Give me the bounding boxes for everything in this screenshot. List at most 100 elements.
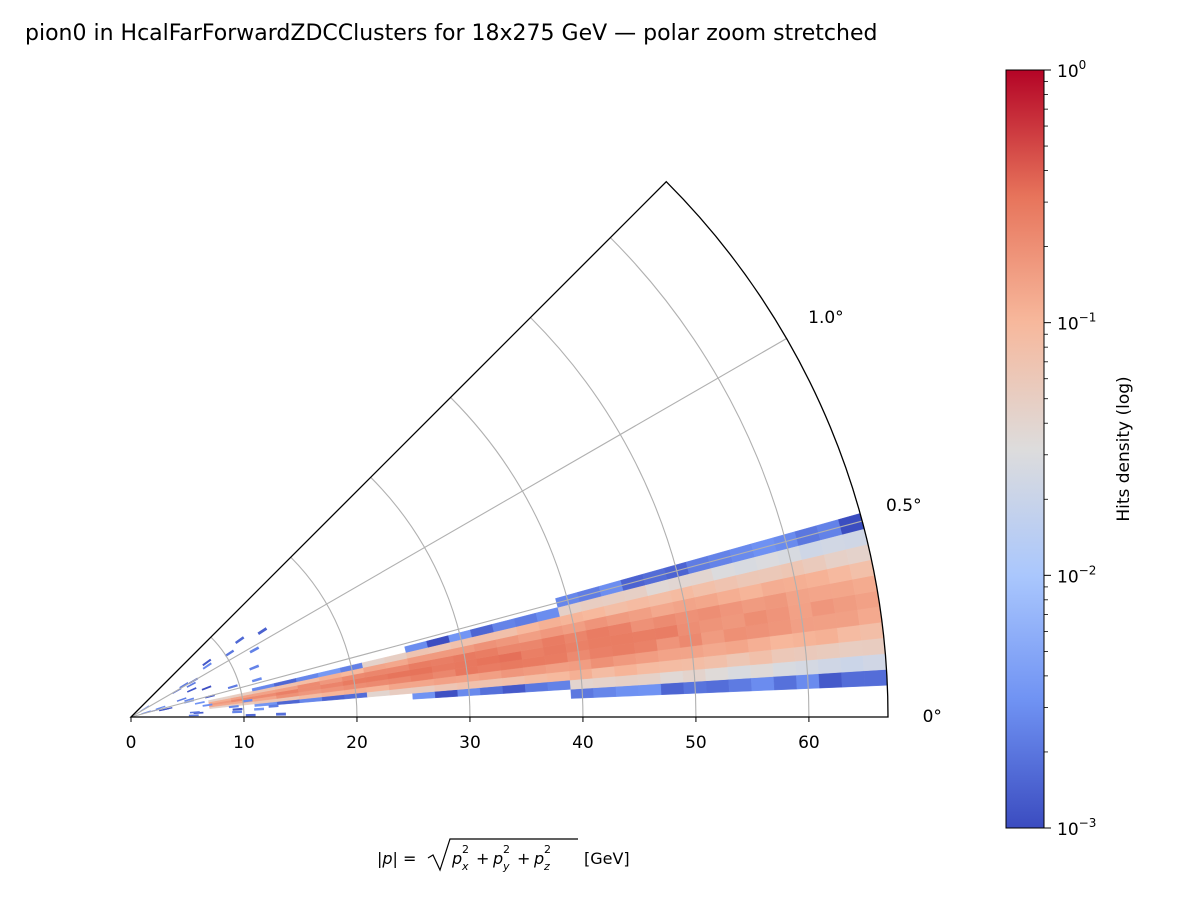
sparse-bin: [176, 697, 187, 702]
x-label-unit: [GeV]: [584, 849, 630, 868]
heat-bin: [859, 621, 885, 641]
colorbar-ticks: 100 10−1 10−2 10−3: [1044, 58, 1096, 840]
x-label-plus-2: +: [517, 849, 530, 868]
chart-title: pion0 in HcalFarForwardZDCClusters for 1…: [25, 21, 877, 46]
x-axis-label: |p| = p x 2 + p y 2 + p z 2 [GeV]: [377, 838, 630, 873]
heat-bin: [750, 662, 774, 679]
radial-tick-label: 20: [346, 733, 368, 753]
heat-bin: [615, 684, 640, 697]
heat-bin: [836, 624, 862, 643]
heat-bin: [660, 682, 685, 695]
x-label-sup-y: 2: [503, 843, 510, 856]
angular-tick-label: 0.5°: [886, 496, 922, 516]
heat-bin: [773, 674, 798, 691]
sparse-bin: [162, 707, 173, 711]
x-label-sup-x: 2: [462, 843, 469, 856]
sparse-bin: [189, 711, 200, 714]
radial-tick-label: 10: [233, 733, 255, 753]
sparse-bin: [245, 713, 256, 717]
colorbar-label: Hits density (log): [1114, 376, 1134, 521]
heat-bin: [727, 664, 752, 680]
angular-tick-labels: 0° 0.5° 1.0°: [808, 308, 942, 727]
heat-bin: [593, 686, 617, 698]
heat-bin: [862, 653, 887, 672]
heat-bin: [840, 655, 865, 673]
polar-grid: [130, 237, 863, 718]
sparse-bin: [268, 704, 279, 708]
heat-bin: [817, 657, 842, 674]
radial-grid-arc: [210, 636, 245, 718]
colorbar-tick-label: 100: [1057, 58, 1086, 82]
heat-bin: [659, 670, 684, 684]
sparse-bin: [188, 714, 199, 717]
heat-bin: [841, 670, 865, 688]
heat-bin: [771, 647, 796, 664]
heat-bin: [705, 679, 730, 694]
sparse-bin: [257, 627, 268, 636]
heat-bin: [816, 642, 841, 660]
angular-tick-label: 1.0°: [808, 308, 844, 328]
heat-bin: [726, 651, 751, 668]
sparse-bin: [249, 646, 260, 654]
x-label-sub-y: y: [502, 860, 510, 873]
sparse-bin: [224, 649, 235, 657]
sparse-bin: [194, 701, 205, 705]
sparse-bin: [201, 685, 212, 691]
heat-bin: [614, 674, 639, 687]
sparse-bin: [202, 658, 212, 667]
sqrt-sign: [427, 838, 578, 872]
x-label-sub-x: x: [461, 860, 469, 873]
x-label-pz: p: [533, 849, 544, 868]
sparse-bin: [249, 664, 260, 671]
heat-bin: [818, 672, 843, 689]
heat-bin: [863, 669, 888, 687]
radial-tick-label: 40: [572, 733, 594, 753]
angular-grid-line: [130, 338, 787, 718]
radial-grid-arc: [609, 237, 810, 718]
sparse-bin: [186, 681, 196, 688]
colorbar-tick-label: 10−1: [1057, 311, 1096, 335]
angular-tick-label: 0°: [923, 707, 942, 727]
angular-grid-line: [130, 520, 863, 718]
x-label-lhs: |p| =: [377, 849, 416, 868]
sparse-bin: [251, 677, 262, 683]
radial-tick-label: 60: [798, 733, 820, 753]
radial-grid-arc: [450, 397, 584, 718]
heat-bin: [637, 672, 662, 686]
sparse-bin: [228, 705, 239, 709]
radial-grid-arc: [530, 317, 697, 718]
x-label-px: p: [451, 849, 462, 868]
colorbar-tick-label: 10−3: [1057, 816, 1096, 840]
sparse-bin: [234, 636, 245, 644]
sparse-bin: [179, 681, 189, 689]
polar-frame: [129, 180, 889, 718]
sparse-bin: [232, 710, 243, 714]
radial-tick-label: 30: [459, 733, 481, 753]
sparse-bin: [202, 662, 212, 670]
heat-bin: [728, 677, 753, 693]
heat-bin: [638, 683, 662, 696]
colorbar-tick-label: 10−2: [1057, 563, 1096, 587]
x-label-sub-z: z: [543, 860, 550, 873]
sparse-bin: [155, 705, 166, 710]
heat-bin: [750, 676, 775, 692]
heat-bin: [704, 666, 729, 682]
heat-bin: [748, 649, 773, 666]
sparse-bin: [276, 712, 286, 716]
colorbar-frame: [1005, 69, 1045, 829]
radial-grid-arc: [370, 476, 471, 718]
wedge-outline: [129, 180, 889, 718]
sparse-bin: [232, 707, 243, 711]
heat-bin: [838, 640, 864, 658]
radial-grid-arc: [290, 556, 358, 718]
radial-tick-label: 50: [685, 733, 707, 753]
radial-tick-labels: 0 10 20 30 40 50 60: [126, 717, 820, 753]
sparse-bin: [202, 703, 213, 707]
colorbar: 100 10−1 10−2 10−3 Hits density (log): [1005, 58, 1134, 840]
sparse-bin: [227, 684, 238, 690]
colorbar-gradient: [1006, 70, 1044, 828]
sparse-bin: [254, 707, 265, 711]
heat-bin: [772, 661, 797, 677]
heat-bin: [861, 637, 886, 656]
